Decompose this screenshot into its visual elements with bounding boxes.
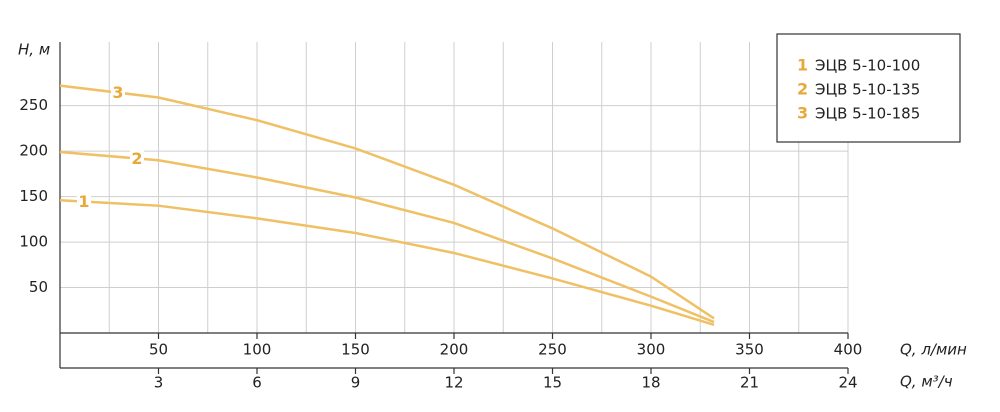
x-tick-label: 300 bbox=[637, 341, 666, 359]
y-tick-label: 200 bbox=[19, 142, 48, 160]
x-tick-label: 100 bbox=[243, 341, 272, 359]
curve bbox=[59, 84, 715, 320]
curve bbox=[59, 150, 715, 324]
y-tick-label: 50 bbox=[29, 278, 48, 296]
legend-marker: 3 bbox=[797, 104, 808, 123]
x-tick-label: 350 bbox=[735, 341, 764, 359]
y-tick-label: 250 bbox=[19, 96, 48, 114]
legend-marker: 1 bbox=[797, 56, 808, 75]
curve-label-bg bbox=[111, 83, 125, 102]
x2-tick-label: 12 bbox=[444, 374, 463, 392]
x2-tick-label: 21 bbox=[740, 374, 759, 392]
x2-tick-label: 6 bbox=[252, 374, 262, 392]
x-tick-label: 250 bbox=[538, 341, 567, 359]
x-tick-label: 400 bbox=[834, 341, 863, 359]
x-tick-label: 50 bbox=[149, 341, 168, 359]
x2-tick-label: 9 bbox=[351, 374, 361, 392]
legend bbox=[776, 33, 961, 143]
x-tick-label: 200 bbox=[440, 341, 469, 359]
x2-tick-label: 24 bbox=[838, 374, 857, 392]
x2-tick-label: 3 bbox=[154, 374, 164, 392]
y-tick-label: 150 bbox=[19, 187, 48, 205]
legend-marker: 2 bbox=[797, 80, 808, 99]
x-axis-label: Q, л/мин bbox=[900, 341, 967, 359]
x-tick-label: 150 bbox=[341, 341, 370, 359]
y-axis-label: H, м bbox=[18, 41, 50, 59]
legend-label: ЭЦВ 5-10-100 bbox=[815, 57, 920, 75]
x2-axis-label: Q, м³/ч bbox=[900, 373, 953, 391]
curve-label: 1 bbox=[78, 192, 89, 211]
legend-label: ЭЦВ 5-10-185 bbox=[815, 105, 920, 123]
legend-label: ЭЦВ 5-10-135 bbox=[815, 81, 920, 99]
curve bbox=[59, 198, 715, 327]
curve-label: 2 bbox=[131, 149, 142, 168]
curve-label-bg bbox=[77, 192, 91, 211]
x2-tick-label: 18 bbox=[641, 374, 660, 392]
y-tick-label: 100 bbox=[19, 233, 48, 251]
curve-label: 3 bbox=[112, 83, 123, 102]
x2-tick-label: 15 bbox=[543, 374, 562, 392]
curve-label-bg bbox=[130, 149, 144, 168]
